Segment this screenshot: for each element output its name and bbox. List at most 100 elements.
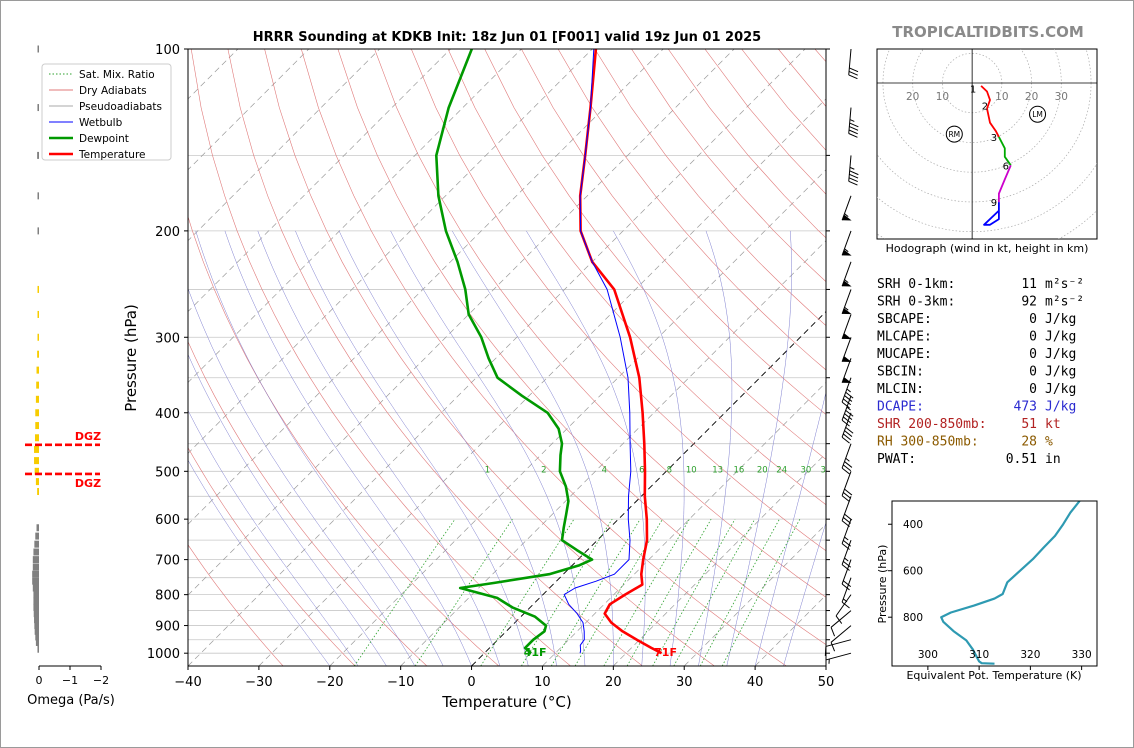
x-tick-label: 30 (676, 675, 693, 690)
wind-barb-shaft (848, 48, 852, 75)
index-unit: m²s⁻² (1045, 295, 1084, 310)
hodograph-height-label: 2 (982, 102, 988, 113)
isotherm-line (188, 49, 735, 596)
index-value: 11 (1021, 277, 1037, 292)
brand-watermark: TROPICALTIDBITS.COM (892, 23, 1084, 41)
x-tick-label: 50 (818, 675, 835, 690)
mixing-ratio-label: 6 (639, 465, 644, 475)
legend-label: Wetbulb (79, 117, 123, 129)
isotherm-line (400, 240, 826, 666)
x-tick-label: −40 (174, 675, 201, 690)
dry-adiabat (594, 49, 826, 327)
wind-barb (830, 625, 852, 652)
wind-barb-flag (844, 513, 853, 521)
mixing-ratio-label: 13 (712, 465, 723, 475)
wind-barb-flag (841, 467, 850, 475)
omega-bar (37, 488, 39, 496)
omega-bar (36, 524, 39, 532)
theta-e-y-tick-label: 400 (903, 519, 923, 531)
storm-motion-label: RM (948, 130, 960, 139)
pseudoadiabat (338, 230, 557, 666)
x-tick-label: 0 (467, 675, 475, 690)
dewpoint-profile-line (435, 49, 594, 655)
omega-bar (32, 584, 39, 592)
mixing-ratio-line (699, 519, 780, 666)
x-tick-label: 10 (534, 675, 551, 690)
wind-barb-flag (845, 426, 854, 434)
hodograph-ring-label: 20 (1025, 91, 1038, 103)
wind-barb-flag (849, 67, 859, 73)
wind-barb-flag (841, 419, 850, 427)
y-tick-label: 600 (155, 513, 180, 528)
mixing-ratio-line (603, 518, 690, 666)
wind-barb-shaft (841, 577, 852, 603)
wind-barb-half-flag (846, 388, 851, 393)
wind-barb-pennant (842, 333, 852, 340)
y-tick-label: 800 (155, 589, 180, 604)
index-value: 0 (1029, 382, 1037, 397)
index-label: MLCAPE: (877, 330, 932, 345)
zero-isotherm (471, 310, 826, 666)
wind-barb-shaft (848, 107, 852, 134)
isotherm-line (258, 98, 826, 666)
wind-barb (841, 230, 852, 256)
index-value: 92 (1021, 295, 1037, 310)
dgz-label: DGZ (75, 430, 101, 443)
omega-bar (37, 350, 39, 358)
omega-bar (34, 627, 39, 635)
wind-barb-flag (830, 627, 836, 637)
wind-barb-shaft (825, 639, 852, 647)
mixing-ratio-label: 4 (602, 465, 607, 475)
wind-barb-flag (849, 126, 859, 131)
wind-barb-shaft (841, 395, 852, 421)
wind-barb-shaft (830, 625, 852, 643)
omega-bar (35, 638, 39, 646)
wind-barb-flag (841, 401, 850, 409)
dry-adiabat (188, 447, 356, 666)
dry-adiabat (374, 49, 826, 598)
index-row: MLCAPE: 0 J/kg (877, 330, 1076, 345)
wind-barb-shaft (830, 610, 852, 628)
omega-bar (35, 409, 39, 417)
mixing-ratio-label: 30 (800, 465, 811, 475)
wind-barb-flag (845, 409, 854, 417)
skewt-y-axis-label: Pressure (hPa) (122, 304, 140, 412)
x-tick-label: −30 (245, 675, 272, 690)
skewt-title: HRRR Sounding at KDKB Init: 18z Jun 01 [… (253, 30, 761, 45)
index-row: MUCAPE: 0 J/kg (877, 347, 1076, 362)
wind-barb (841, 377, 854, 409)
index-label: SBCAPE: (877, 312, 932, 327)
pseudoadiabat (754, 391, 826, 666)
pseudoadiabat (188, 287, 416, 666)
wind-barb-flag (848, 180, 858, 186)
index-unit: J/kg (1045, 330, 1076, 345)
theta-e-panel: 300 310 320 330 400 600 800 Equivalent Pot. Te… (876, 500, 1098, 682)
omega-bar (37, 285, 39, 293)
index-unit: in (1045, 452, 1061, 467)
pseudoadiabat (188, 459, 331, 666)
index-row: SBCAPE: 0 J/kg (877, 312, 1076, 327)
theta-e-x-axis-label: Equivalent Pot. Temperature (K) (906, 669, 1081, 682)
dry-adiabat (188, 215, 499, 666)
wind-barb (841, 519, 852, 550)
theta-e-x-tick-label: 300 (918, 649, 938, 661)
wind-barb-flag (849, 170, 859, 176)
mixing-ratio-line (652, 518, 736, 666)
wind-barb-flag (844, 461, 853, 468)
index-row: MLCIN: 0 J/kg (877, 382, 1076, 397)
wind-barb-half-flag (844, 213, 849, 217)
wind-barb (841, 289, 852, 315)
index-label: RH 300-850mb: (877, 435, 979, 450)
skewt-frame (187, 48, 827, 667)
mixing-ratio-line (353, 518, 456, 666)
omega-bar (32, 556, 39, 564)
surface-annotations: 41F 71F (524, 646, 677, 659)
index-unit: % (1045, 435, 1053, 450)
wind-barb-shaft (825, 652, 852, 661)
y-tick-label: 100 (155, 43, 180, 58)
dry-adiabat (188, 544, 284, 666)
wind-barb-flag (848, 74, 858, 80)
wind-barb-flag (845, 391, 854, 399)
mixing-ratio-line (673, 518, 756, 666)
